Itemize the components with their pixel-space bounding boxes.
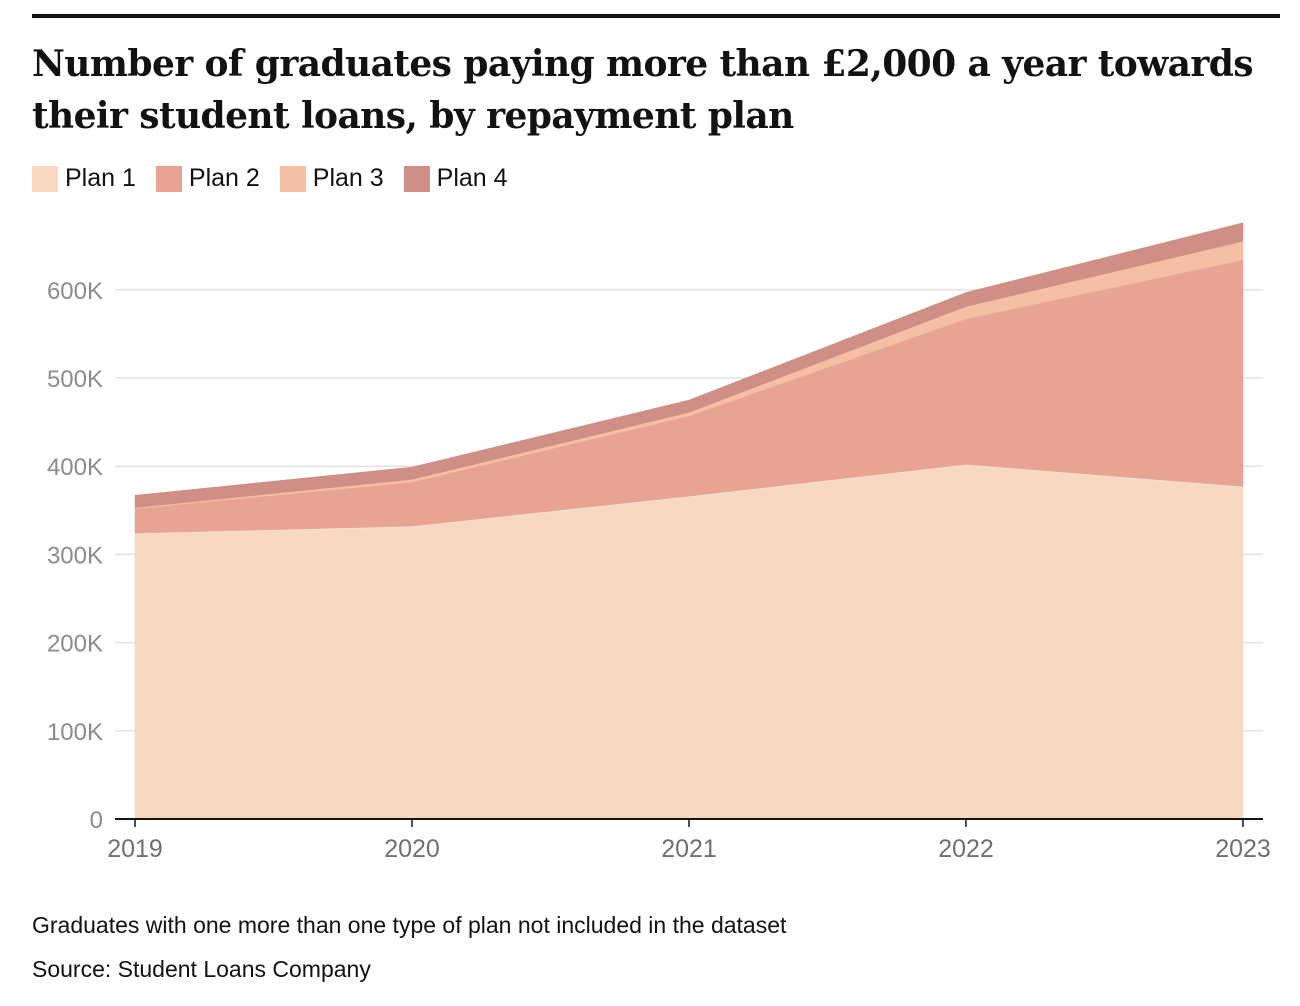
legend-item-plan-2: Plan 2 <box>155 164 260 193</box>
legend-item-plan-1: Plan 1 <box>32 164 136 193</box>
x-tick-label: 2023 <box>1215 835 1271 863</box>
top-rule <box>32 14 1280 18</box>
x-tick-label: 2022 <box>938 835 994 863</box>
x-axis: 2019 2020 2021 2022 2023 <box>107 818 1271 863</box>
y-tick-label: 400K <box>47 454 103 481</box>
legend-label-plan-1: Plan 1 <box>65 164 136 192</box>
area-plan-4 <box>134 222 1244 508</box>
source-note: Source: Student Loans Company <box>32 956 371 982</box>
legend-swatch-plan-3 <box>279 165 306 192</box>
legend-item-plan-3: Plan 3 <box>279 164 384 193</box>
legend-item-plan-4: Plan 4 <box>403 164 508 193</box>
y-tick-label: 300K <box>47 542 103 569</box>
y-tick-label: 0 <box>90 807 103 834</box>
legend-label-plan-4: Plan 4 <box>436 164 508 192</box>
x-tick-label: 2020 <box>384 835 440 863</box>
y-axis-labels: 0 100K 200K 300K 400K 500K 600K <box>47 278 103 834</box>
legend-label-plan-3: Plan 3 <box>312 164 384 192</box>
legend-swatch-plan-1 <box>32 165 58 192</box>
x-tick-label: 2021 <box>661 835 717 863</box>
area-series <box>134 222 1244 820</box>
legend-label-plan-2: Plan 2 <box>188 164 260 192</box>
x-tick-label: 2019 <box>107 835 163 863</box>
y-tick-label: 600K <box>47 278 103 305</box>
y-tick-label: 100K <box>47 719 103 746</box>
footnote: Graduates with one more than one type of… <box>32 912 787 938</box>
legend-swatch-plan-4 <box>403 165 430 192</box>
chart-title: Number of graduates paying more than £2,… <box>32 43 1254 137</box>
legend: Plan 1 Plan 2 Plan 3 Plan 4 <box>32 164 528 193</box>
y-tick-label: 500K <box>47 366 103 393</box>
legend-swatch-plan-2 <box>155 165 182 192</box>
y-tick-label: 200K <box>47 631 103 658</box>
